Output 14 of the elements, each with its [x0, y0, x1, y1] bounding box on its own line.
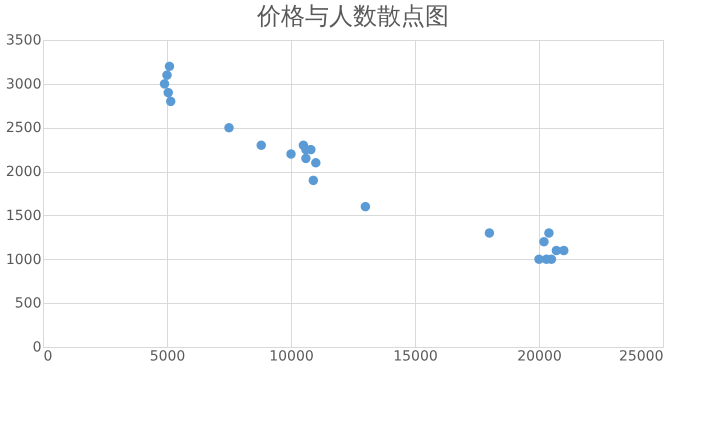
x-tick-label: 0	[44, 348, 52, 364]
x-tick-label: 10000	[269, 348, 314, 364]
y-tick-label: 2000	[6, 164, 42, 180]
x-tick-label: 25000	[618, 348, 664, 364]
y-tick-label: 3000	[6, 76, 42, 92]
y-tick-label: 1000	[6, 252, 42, 268]
y-tick-label: 3500	[6, 32, 42, 48]
y-tick-label: 500	[14, 296, 42, 312]
y-tick-label: 2500	[6, 120, 42, 136]
chart-title: 价格与人数散点图	[256, 2, 449, 30]
x-tick-label: 20000	[517, 348, 562, 364]
x-tick-label: 5000	[150, 348, 186, 364]
x-tick-label: 15000	[393, 348, 438, 364]
y-tick-label: 1500	[6, 208, 42, 224]
